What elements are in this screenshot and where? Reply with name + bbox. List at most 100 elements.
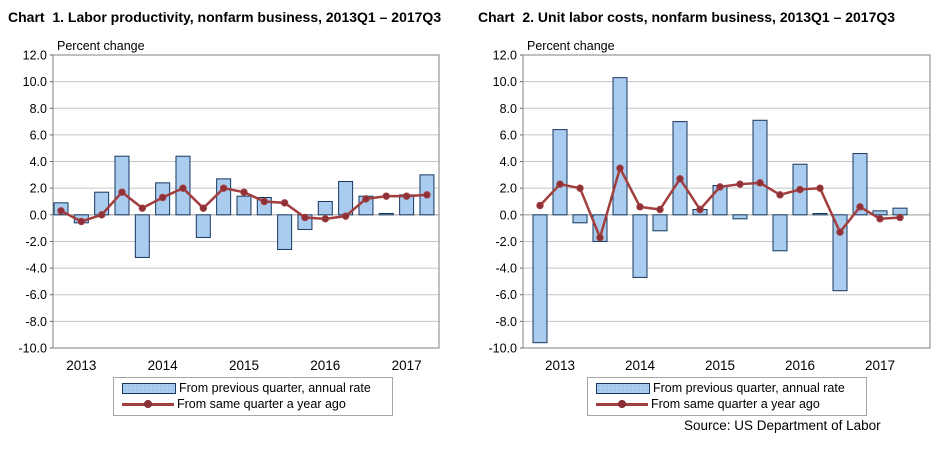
bar-2014Q1: [134, 214, 150, 258]
chart-2-plot: 12.0 10.0 8.0 6.0 4.0 2.0 0.0 -2.0 -4.0 -6.0 -8.0 -…: [489, 49, 931, 373]
point-2016Q2: [796, 185, 804, 194]
y-tick-label: -8.0: [495, 315, 517, 329]
point-2013Q2: [77, 217, 86, 226]
bar-2014Q3: [652, 214, 668, 232]
x-axis-year-label: 2016: [785, 358, 815, 373]
point-2014Q4: [199, 204, 208, 212]
point-2016Q2: [321, 215, 329, 223]
point-2014Q3: [179, 184, 187, 192]
bar-2017Q1: [378, 212, 394, 216]
bar-2013Q4: [114, 155, 130, 216]
point-2015Q1: [696, 205, 704, 214]
point-2014Q1: [138, 204, 147, 212]
bar-2016Q3: [812, 212, 828, 216]
point-2013Q3: [97, 211, 106, 219]
y-tick-label: -8.0: [25, 315, 47, 329]
chart-1-ylabel: Percent change: [57, 39, 145, 53]
legend-row-bars: From previous quarter, annual rate: [122, 380, 384, 396]
x-axis-year-label: 2014: [625, 358, 656, 373]
y-tick-label: -4.0: [495, 262, 517, 276]
x-axis-year-label: 2015: [229, 358, 259, 373]
y-tick-label: 12.0: [23, 49, 47, 63]
point-2014Q1: [616, 164, 624, 172]
x-axis-year-label: 2015: [705, 358, 735, 373]
chart-2-legend: From previous quarter, annual rate From …: [587, 377, 867, 416]
legend-bar-swatch-icon: [122, 382, 176, 394]
y-tick-label: -4.0: [25, 262, 47, 276]
x-axis-year-label: 2014: [148, 358, 179, 373]
point-2013Q2: [556, 180, 564, 188]
bar-2014Q2: [632, 214, 648, 278]
point-2013Q3: [576, 184, 584, 192]
point-2015Q2: [240, 188, 248, 196]
legend-line-swatch-icon: [122, 400, 174, 409]
bar-2017Q2: [872, 210, 888, 216]
point-2016Q4: [362, 195, 370, 203]
bar-2017Q1: [852, 153, 868, 216]
source-note: Source: US Department of Labor: [684, 418, 881, 433]
bar-2016Q4: [832, 214, 848, 292]
chart-1-title: Chart 1. Labor productivity, nonfarm bus…: [8, 9, 442, 25]
point-2015Q4: [756, 179, 764, 187]
bar-2015Q3: [732, 214, 748, 220]
bar-2016Q2: [317, 201, 333, 216]
chart-2-ylabel: Percent change: [527, 39, 615, 53]
point-2015Q2: [716, 183, 724, 191]
y-tick-label: -2.0: [25, 235, 47, 249]
point-2013Q4: [596, 233, 604, 242]
point-2017Q1: [382, 192, 390, 200]
point-2016Q4: [836, 228, 844, 236]
bar-2015Q4: [752, 119, 768, 216]
point-2014Q2: [636, 203, 644, 211]
plot-border: [522, 54, 931, 349]
y-tick-label: 2.0: [500, 182, 517, 196]
y-tick-label: 0.0: [30, 208, 47, 222]
point-2017Q3: [423, 191, 431, 199]
legend-line-label: From same quarter a year ago: [651, 397, 820, 411]
y-tick-label: 2.0: [30, 182, 47, 196]
point-2017Q3: [896, 213, 904, 222]
y-tick-label: 10.0: [23, 75, 47, 89]
point-2013Q1: [536, 201, 544, 210]
y-tick-label: 8.0: [30, 102, 47, 116]
x-axis-year-label: 2016: [310, 358, 340, 373]
y-tick-label: 4.0: [30, 155, 47, 169]
chart-1-legend: From previous quarter, annual rate From …: [113, 377, 393, 416]
legend-row-bars: From previous quarter, annual rate: [596, 380, 858, 396]
bar-2016Q1: [772, 214, 788, 252]
chart-1-labor-productivity: Chart 1. Labor productivity, nonfarm bus…: [8, 9, 442, 416]
bar-2013Q3: [572, 214, 588, 224]
bar-2015Q4: [277, 214, 293, 250]
legend-row-line: From same quarter a year ago: [122, 396, 384, 412]
legend-line-swatch-icon: [596, 400, 648, 409]
point-2013Q4: [118, 188, 126, 196]
bar-2014Q4: [672, 121, 688, 216]
bar-2016Q3: [338, 181, 354, 216]
y-tick-label: 6.0: [30, 128, 47, 142]
legend-bar-swatch-icon: [596, 382, 650, 394]
y-tick-label: 10.0: [493, 75, 517, 89]
legend-row-line: From same quarter a year ago: [596, 396, 858, 412]
point-2016Q3: [341, 212, 350, 220]
y-tick-label: -10.0: [489, 342, 518, 356]
point-2015Q3: [736, 180, 744, 188]
bar-2013Q2: [552, 129, 568, 216]
plot-border: [52, 54, 440, 349]
bar-2014Q1: [612, 77, 628, 216]
legend-bar-label: From previous quarter, annual rate: [653, 381, 845, 395]
y-tick-label: 8.0: [500, 102, 517, 116]
x-axis-year-label: 2013: [545, 358, 575, 373]
point-2017Q2: [402, 192, 411, 200]
point-2014Q4: [676, 175, 684, 183]
point-2016Q1: [776, 191, 784, 199]
bar-2014Q4: [195, 214, 211, 238]
y-tick-label: 4.0: [500, 155, 517, 169]
chart-2-title: Chart 2. Unit labor costs, nonfarm busin…: [478, 9, 896, 25]
point-2015Q3: [260, 197, 268, 206]
point-2014Q3: [656, 205, 664, 214]
point-2016Q3: [816, 184, 824, 192]
y-tick-label: 12.0: [493, 49, 517, 63]
y-tick-label: 6.0: [500, 128, 517, 142]
x-axis-year-label: 2013: [66, 358, 96, 373]
